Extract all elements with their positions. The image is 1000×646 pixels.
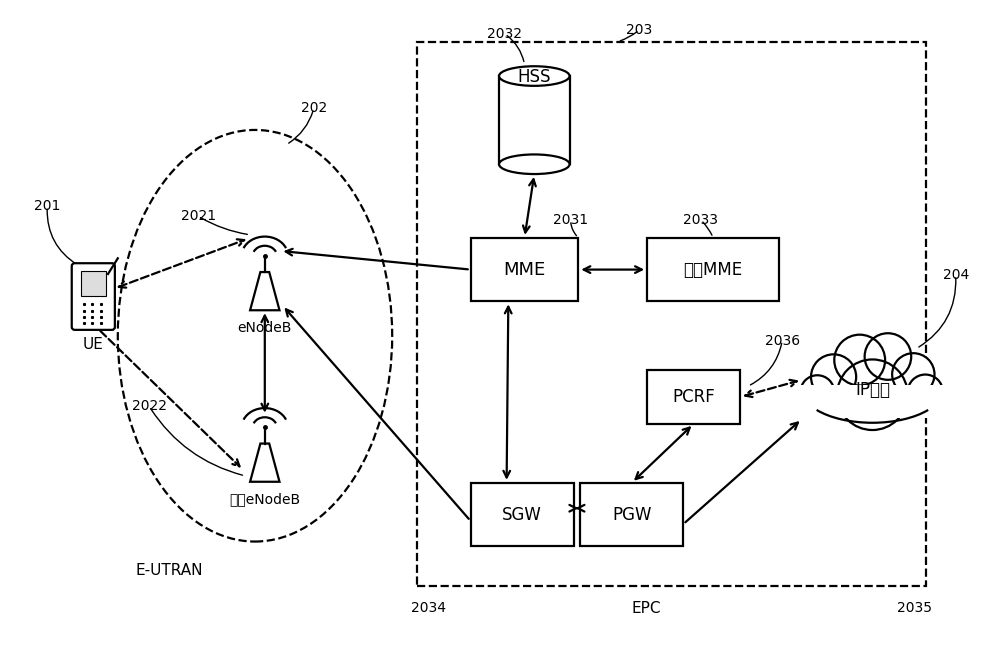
Bar: [647, 370, 740, 424]
Text: PGW: PGW: [612, 506, 652, 524]
Bar: [417, 42, 926, 586]
Text: 2031: 2031: [553, 213, 588, 227]
Text: UE: UE: [83, 337, 104, 352]
Text: 204: 204: [943, 268, 969, 282]
Bar: [580, 483, 683, 547]
Text: 2032: 2032: [487, 27, 522, 41]
Bar: [471, 483, 574, 547]
Text: 2021: 2021: [181, 209, 216, 223]
Ellipse shape: [118, 130, 392, 541]
Text: eNodeB: eNodeB: [238, 321, 292, 335]
Text: 2035: 2035: [897, 601, 932, 615]
Text: MME: MME: [503, 260, 546, 278]
Text: 2036: 2036: [765, 333, 800, 348]
Circle shape: [837, 359, 908, 430]
Ellipse shape: [499, 154, 570, 174]
Bar: [798, 384, 946, 418]
Text: 2034: 2034: [411, 601, 446, 615]
Text: 202: 202: [301, 101, 327, 116]
Circle shape: [892, 353, 934, 395]
Ellipse shape: [802, 354, 943, 425]
Text: 201: 201: [34, 200, 60, 213]
FancyBboxPatch shape: [72, 263, 115, 330]
Bar: [499, 76, 570, 164]
Text: 其它eNodeB: 其它eNodeB: [229, 492, 300, 506]
Polygon shape: [250, 444, 280, 482]
Text: 2022: 2022: [132, 399, 167, 413]
Text: 203: 203: [626, 23, 652, 37]
Circle shape: [834, 335, 885, 386]
Circle shape: [908, 375, 943, 410]
Text: 2033: 2033: [683, 213, 718, 227]
Text: E-UTRAN: E-UTRAN: [135, 563, 203, 578]
Circle shape: [865, 333, 911, 380]
Text: IP业务: IP业务: [855, 380, 890, 399]
Text: PCRF: PCRF: [672, 388, 715, 406]
Text: 其它MME: 其它MME: [684, 260, 743, 278]
Ellipse shape: [499, 67, 570, 86]
Polygon shape: [250, 272, 280, 310]
Bar: [471, 238, 578, 302]
Circle shape: [800, 375, 834, 409]
Text: HSS: HSS: [518, 68, 551, 86]
Text: EPC: EPC: [631, 601, 661, 616]
Bar: [81, 271, 106, 296]
Bar: [647, 238, 779, 302]
Text: SGW: SGW: [502, 506, 542, 524]
Circle shape: [811, 354, 856, 399]
